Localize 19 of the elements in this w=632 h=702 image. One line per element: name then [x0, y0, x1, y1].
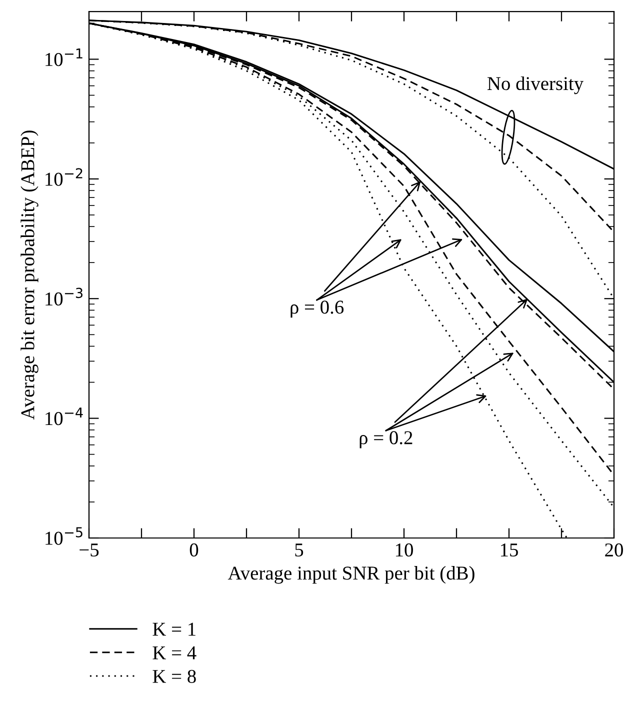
- legend-label: K = 1: [152, 622, 196, 636]
- x-tick-label: −5: [80, 544, 99, 557]
- y-tick-label: 10$^{−5}$: [46, 527, 82, 545]
- legend-label: K = 8: [152, 670, 196, 683]
- y-tick-label: 10$^{−1}$: [46, 48, 82, 66]
- y-tick-label: 10$^{−4}$: [46, 408, 83, 426]
- x-tick-label: 5: [295, 544, 304, 557]
- y-axis-title: Average bit error probability (ABEP): [20, 130, 38, 420]
- x-axis-title: Average input SNR per bit (dB): [228, 566, 474, 584]
- legend-label: K = 4: [152, 646, 196, 660]
- x-tick-label: 10: [396, 543, 413, 557]
- annotation: ρ = 0.6: [290, 300, 344, 318]
- y-tick-label: 10$^{−2}$: [46, 168, 82, 186]
- x-tick-label: 20: [605, 543, 623, 557]
- annotation: ρ = 0.2: [360, 431, 412, 448]
- y-tick-label: 10$^{−3}$: [46, 288, 82, 306]
- x-tick-label: 15: [500, 544, 518, 557]
- x-tick-label: 0: [190, 543, 198, 557]
- annotation: No diversity: [487, 76, 584, 94]
